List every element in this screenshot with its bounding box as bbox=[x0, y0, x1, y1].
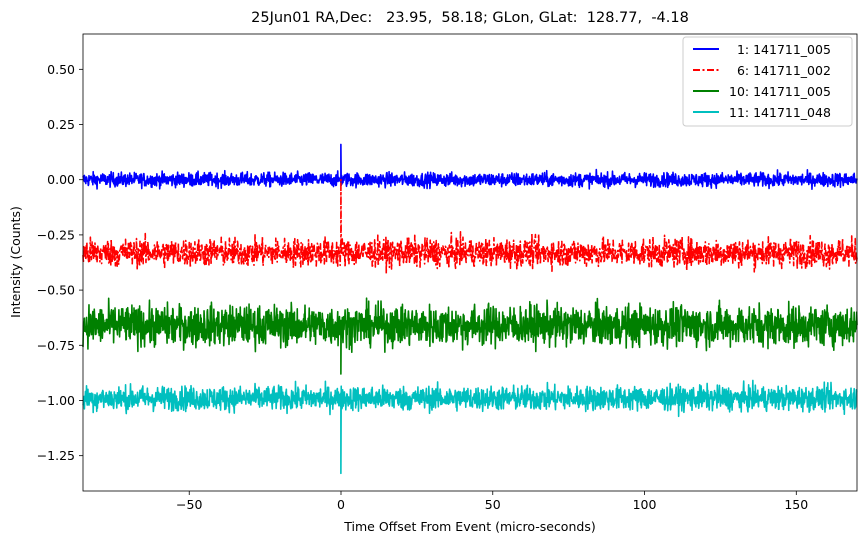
legend-box bbox=[682, 36, 853, 127]
legend-label: 10: 141711_005 bbox=[729, 84, 831, 99]
chart-title: 25Jun01 RA,Dec: 23.95, 58.18; GLon, GLat… bbox=[251, 10, 689, 26]
series-layer bbox=[82, 143, 858, 475]
y-tick-label: −0.75 bbox=[37, 338, 75, 353]
x-tick-label: −50 bbox=[176, 497, 202, 512]
legend-entry: 1: 141711_005 bbox=[693, 42, 831, 57]
x-tick-label: 50 bbox=[485, 497, 501, 512]
y-tick-label: 0.50 bbox=[47, 62, 75, 77]
legend-entry: 11: 141711_048 bbox=[693, 105, 831, 120]
series-line bbox=[82, 297, 858, 375]
y-axis-label: Intensity (Counts) bbox=[8, 206, 23, 318]
series-line bbox=[82, 143, 858, 190]
y-tick-label: −1.25 bbox=[37, 448, 75, 463]
series-line bbox=[82, 379, 858, 475]
x-tick-label: 0 bbox=[337, 497, 345, 512]
legend-label: 11: 141711_048 bbox=[729, 105, 831, 120]
y-tick-label: −1.00 bbox=[37, 393, 75, 408]
plot-frame bbox=[82, 33, 858, 492]
y-tick-label: 0.25 bbox=[47, 117, 75, 132]
x-axis-label: Time Offset From Event (micro-seconds) bbox=[343, 519, 595, 534]
y-tick-label: −0.25 bbox=[37, 227, 75, 242]
y-tick-label: −0.50 bbox=[37, 283, 75, 298]
legend-label: 1: 141711_005 bbox=[729, 42, 831, 57]
y-tick-label: 0.00 bbox=[47, 172, 75, 187]
x-tick-label: 150 bbox=[784, 497, 808, 512]
legend-label: 6: 141711_002 bbox=[729, 63, 831, 78]
legend-entry: 6: 141711_002 bbox=[693, 63, 831, 78]
series-line bbox=[82, 178, 858, 275]
x-ticks: −50 0 50 100 150 bbox=[176, 491, 808, 512]
legend: 1: 141711_005 6: 141711_002 10: 141711_0… bbox=[682, 36, 853, 127]
y-ticks: 0.50 0.25 0.00 −0.25 −0.50 −0.75 −1.00 −1.25 bbox=[37, 62, 83, 463]
legend-entry: 10: 141711_005 bbox=[693, 84, 831, 99]
x-tick-label: 100 bbox=[633, 497, 657, 512]
